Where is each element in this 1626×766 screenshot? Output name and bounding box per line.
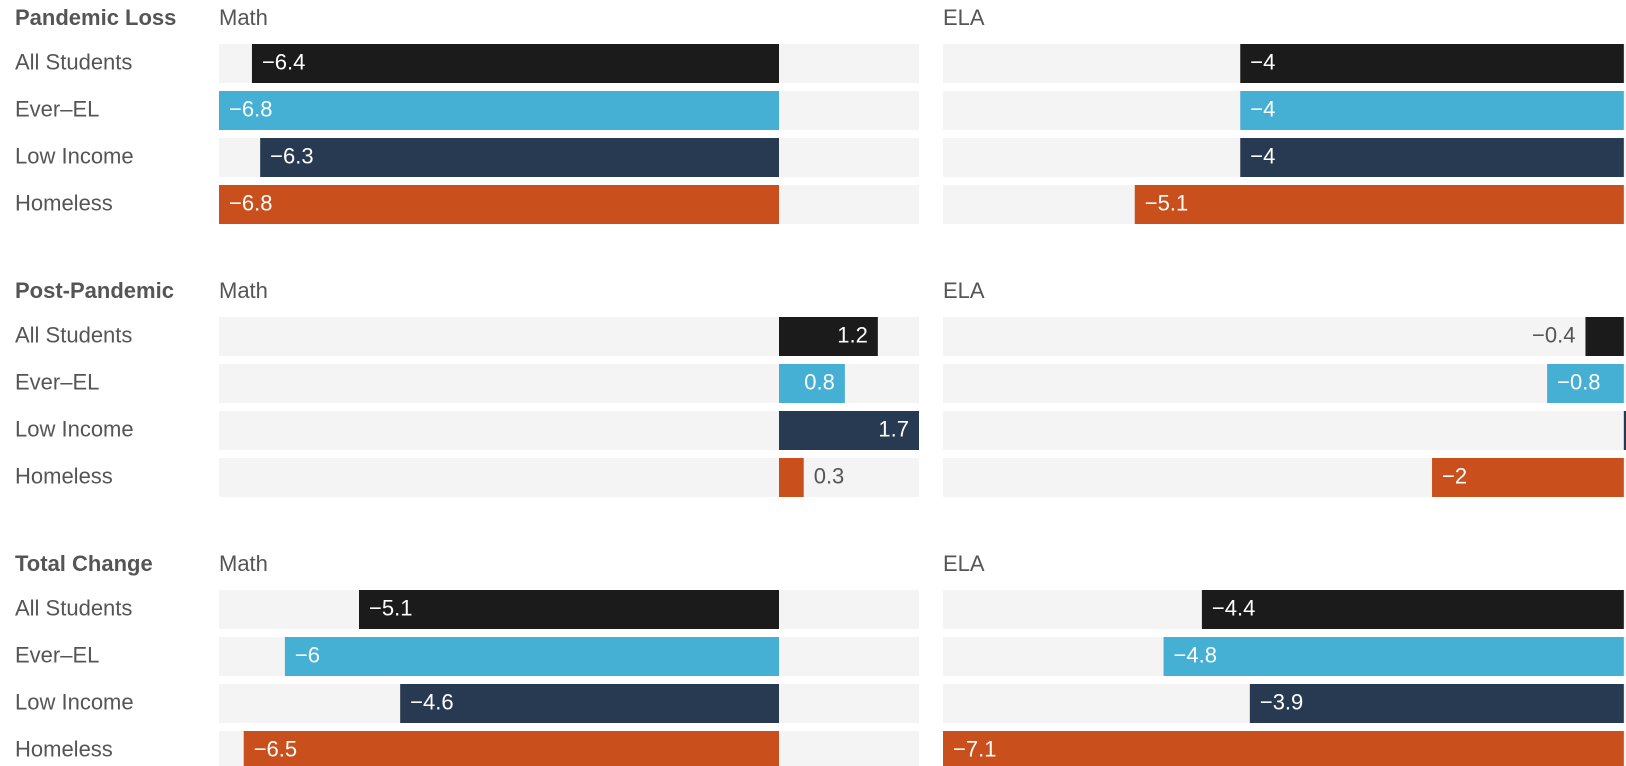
- value-label: −5.1: [1145, 190, 1188, 215]
- category-label: Ever–EL: [15, 96, 99, 121]
- value-label: −0.8: [1557, 369, 1600, 394]
- bar: [219, 91, 779, 130]
- category-label: All Students: [15, 595, 132, 620]
- panel-subtitle: Math: [219, 551, 268, 576]
- value-label: −6.5: [254, 736, 297, 761]
- bar: [1240, 91, 1624, 130]
- category-label: Homeless: [15, 190, 113, 215]
- value-label: 0.3: [814, 463, 845, 488]
- value-label: −6.4: [262, 49, 305, 74]
- category-label: Low Income: [15, 416, 134, 441]
- track: [943, 317, 1626, 356]
- bar: [1623, 411, 1626, 450]
- panel-subtitle: Math: [219, 278, 268, 303]
- bar: [779, 411, 919, 450]
- bar: [1432, 458, 1624, 497]
- category-label: Homeless: [15, 463, 113, 488]
- bar: [1201, 590, 1624, 629]
- panel-subtitle: ELA: [943, 278, 985, 303]
- value-label: −4.4: [1212, 595, 1255, 620]
- bar: [243, 731, 780, 766]
- value-label: −6.8: [229, 190, 272, 215]
- value-label: −7.1: [953, 736, 996, 761]
- value-label: 1.2: [837, 322, 868, 347]
- category-label: Homeless: [15, 736, 113, 761]
- value-label: −6: [295, 642, 320, 667]
- bar: [400, 684, 779, 723]
- value-label: −5.1: [369, 595, 412, 620]
- bar: [284, 637, 779, 676]
- bar: [1249, 684, 1624, 723]
- panel-subtitle: ELA: [943, 551, 985, 576]
- value-label: −4.6: [410, 689, 453, 714]
- section-title: Total Change: [15, 551, 153, 576]
- value-label: −4: [1250, 96, 1275, 121]
- bar: [1134, 185, 1624, 224]
- category-label: Ever–EL: [15, 642, 99, 667]
- category-label: Low Income: [15, 689, 134, 714]
- bar: [779, 458, 804, 497]
- track: [943, 411, 1626, 450]
- bar: [359, 590, 779, 629]
- value-label: −4: [1250, 143, 1275, 168]
- bar: [1585, 317, 1624, 356]
- section-title: Pandemic Loss: [15, 5, 176, 30]
- section-title: Post-Pandemic: [15, 278, 174, 303]
- value-label: −6.8: [229, 96, 272, 121]
- track: [943, 364, 1626, 403]
- value-label: −3.9: [1260, 689, 1303, 714]
- bar: [251, 44, 780, 83]
- value-label: −4.8: [1174, 642, 1217, 667]
- value-label: −6.3: [270, 143, 313, 168]
- bar: [943, 731, 1624, 766]
- bar: [779, 364, 845, 403]
- value-label: −2: [1442, 463, 1467, 488]
- value-label: 1.7: [878, 416, 909, 441]
- bar: [260, 138, 779, 177]
- bar: [1547, 364, 1624, 403]
- value-label: −4: [1250, 49, 1275, 74]
- bar: [779, 317, 878, 356]
- category-label: Low Income: [15, 143, 134, 168]
- panel-subtitle: ELA: [943, 5, 985, 30]
- category-label: Ever–EL: [15, 369, 99, 394]
- panel-subtitle: Math: [219, 5, 268, 30]
- category-label: All Students: [15, 322, 132, 347]
- bar: [1240, 44, 1624, 83]
- value-label: −0.4: [1532, 322, 1575, 347]
- category-label: All Students: [15, 49, 132, 74]
- value-label: 0.8: [804, 369, 835, 394]
- bar: [219, 185, 779, 224]
- bar: [1163, 637, 1624, 676]
- bar: [1240, 138, 1624, 177]
